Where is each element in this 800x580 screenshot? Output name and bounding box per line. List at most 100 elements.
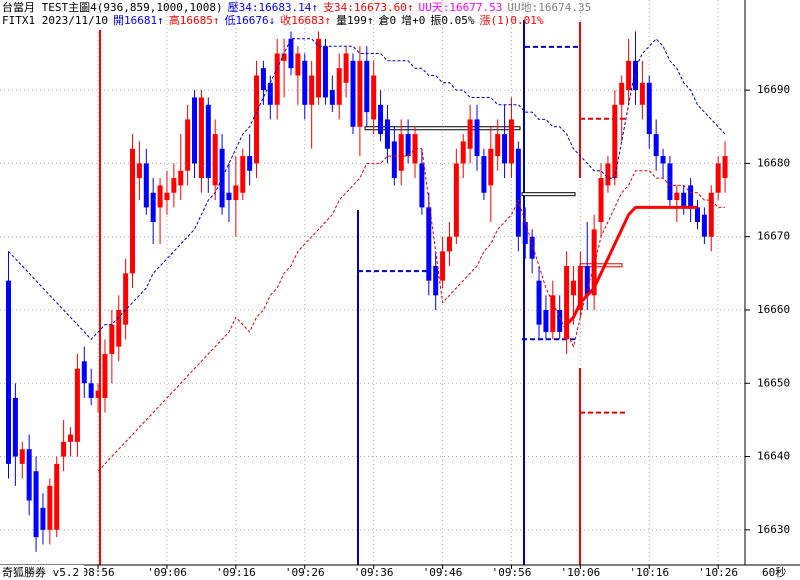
- candle-body: [164, 192, 170, 201]
- candle-body: [130, 148, 136, 274]
- candle-body: [508, 119, 514, 164]
- candle-body: [81, 361, 87, 384]
- candle-body: [688, 185, 694, 208]
- candle-body: [378, 104, 384, 135]
- x-tick-label: '09:16: [216, 566, 256, 579]
- y-tick-label: 16630: [757, 523, 790, 536]
- candle-body: [426, 207, 432, 281]
- x-tick-label: '10:16: [629, 566, 669, 579]
- candle-body: [474, 119, 480, 157]
- y-tick-label: 16640: [757, 450, 790, 463]
- candle-body: [26, 449, 32, 501]
- x-tick-label: 08:56: [82, 566, 115, 579]
- header-item: 倉0: [378, 13, 396, 27]
- brand-bg: [0, 565, 84, 580]
- overlay-line: [8, 38, 726, 340]
- level-line: [521, 192, 576, 197]
- candles: [6, 31, 728, 552]
- y-tick-label: 16650: [757, 376, 790, 389]
- header-item: UU地:16674.35: [507, 1, 591, 14]
- candle-body: [591, 229, 597, 296]
- candle-body: [391, 141, 397, 179]
- candle-body: [412, 134, 418, 164]
- candle-body: [550, 295, 556, 332]
- overlay-line: [97, 148, 726, 472]
- level-line: [364, 126, 521, 131]
- candle-body: [309, 75, 315, 105]
- candle-body: [178, 170, 184, 186]
- candle-body: [205, 104, 211, 179]
- candle-body: [74, 368, 80, 442]
- candle-body: [68, 434, 74, 442]
- header-item: 量199↑: [336, 14, 374, 27]
- header-item: 支34:16673.60↑: [323, 1, 413, 14]
- candle-body: [19, 449, 25, 464]
- candle-body: [12, 397, 18, 457]
- candle-body: [371, 75, 377, 120]
- header-item: 振0.05%: [430, 13, 474, 27]
- candle-body: [405, 134, 411, 157]
- header-item: 收16683↑: [280, 13, 331, 27]
- candle-body: [109, 324, 115, 354]
- header-item: UU天:16677.53: [419, 1, 503, 14]
- candle-body: [157, 185, 163, 208]
- candle-body: [357, 60, 363, 127]
- period: 60秒: [762, 565, 786, 579]
- candle-body: [639, 82, 645, 105]
- y-tick-label: 16690: [757, 83, 790, 96]
- candle-body: [288, 38, 294, 69]
- candle-body: [185, 119, 191, 171]
- candle-body: [322, 46, 328, 98]
- candle-body: [102, 353, 108, 398]
- candle-body: [419, 163, 425, 208]
- candle-body: [150, 192, 156, 223]
- candle-body: [446, 236, 452, 252]
- candle-body: [61, 441, 67, 457]
- candle-body: [598, 178, 604, 223]
- header-item: FITX1 2023/11/10: [2, 14, 108, 27]
- axes: 16630 16640 16650 16660 16670 16680 16690 08:56…: [82, 83, 791, 579]
- candle-body: [453, 163, 459, 237]
- x-tick-label: '09:46: [423, 566, 463, 579]
- candle-body: [612, 104, 618, 179]
- header-item: 開16681↑: [113, 14, 164, 27]
- y-tick-label: 16680: [757, 156, 790, 169]
- x-tick-label: '09:06: [147, 566, 187, 579]
- candle-body: [522, 222, 528, 245]
- candle-body: [632, 60, 638, 91]
- candle-body: [6, 280, 11, 464]
- candle-body: [619, 82, 625, 105]
- candle-body: [88, 383, 94, 398]
- candle-body: [254, 75, 260, 164]
- candle-body: [536, 280, 542, 325]
- candle-body: [722, 156, 728, 179]
- y-tick-label: 16660: [757, 303, 790, 316]
- x-tick-label: '09:56: [492, 566, 532, 579]
- candle-body: [33, 471, 39, 538]
- candle-body: [240, 156, 246, 193]
- candle-body: [123, 273, 129, 325]
- candle-body: [646, 82, 652, 135]
- candle-body: [233, 185, 239, 201]
- lines: [8, 38, 726, 472]
- header-item: 低16676↓: [224, 14, 275, 27]
- header-item: 高16685↑: [169, 13, 220, 27]
- candle-body: [295, 53, 301, 76]
- candle-body: [584, 266, 590, 296]
- candle-body: [136, 163, 142, 179]
- candle-body: [398, 134, 404, 171]
- candle-body: [212, 134, 218, 186]
- x-tick-label: '09:36: [354, 566, 394, 579]
- candle-body: [495, 134, 501, 157]
- candle-body: [54, 463, 60, 530]
- candle-body: [660, 156, 666, 164]
- candle-body: [626, 60, 632, 91]
- candle-body: [219, 148, 225, 208]
- header: 台當月 TEST主圖4(936,859,1000,1008) 壓34:16683.…: [2, 0, 591, 27]
- candle-body: [515, 148, 521, 237]
- candle-body: [460, 141, 466, 164]
- x-tick-label: '10:26: [698, 566, 738, 579]
- candle-body: [695, 207, 700, 223]
- candle-body: [260, 68, 266, 91]
